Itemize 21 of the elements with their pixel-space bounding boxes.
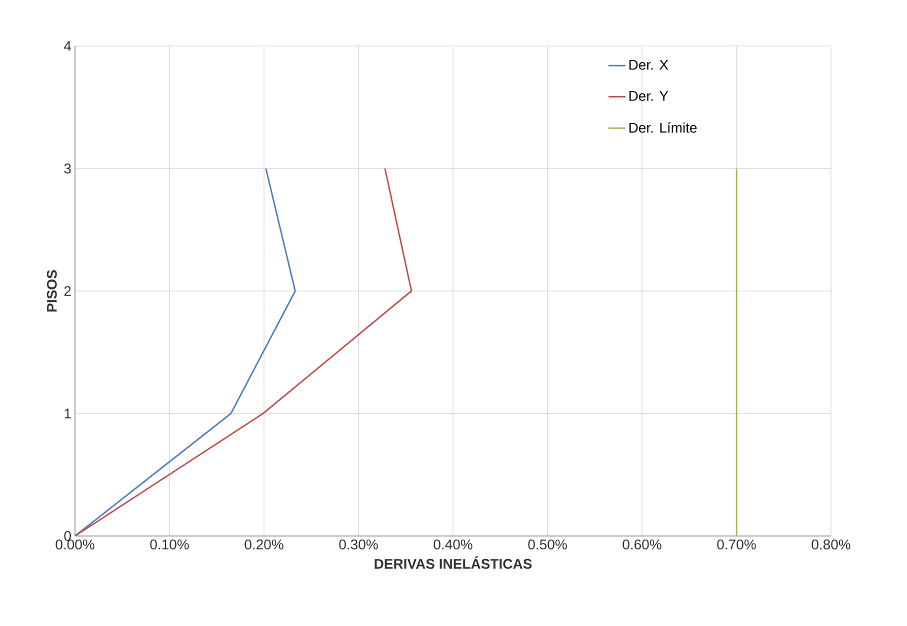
x-tick-label: 0.50%	[528, 540, 567, 550]
x-tick-label: 0.10%	[150, 540, 189, 550]
legend-label: Der. Y	[629, 91, 668, 101]
y-tick-label: 3	[64, 164, 71, 174]
x-tick-label: 0.20%	[244, 540, 284, 550]
x-tick-label: 0.60%	[622, 540, 662, 550]
x-tick-label: 0.00%	[56, 540, 94, 550]
y-tick-label: 2	[64, 286, 71, 296]
y-tick-label: 1	[64, 408, 71, 418]
x-tick-label: 0.70%	[717, 540, 756, 550]
x-axis-title: DERIVAS INELÁSTICAS	[374, 556, 532, 569]
legend-label: Der. Límite	[629, 122, 697, 133]
y-tick-label: 0	[64, 531, 71, 541]
x-tick-label: 0.80%	[812, 540, 850, 550]
x-tick-label: 0.30%	[339, 540, 378, 550]
y-axis-title: PISOS	[46, 270, 57, 312]
x-tick-label: 0.40%	[434, 540, 472, 550]
y-tick-label: 4	[64, 41, 72, 51]
line-series	[75, 168, 412, 536]
legend-label: Der. X	[629, 60, 668, 70]
line-series	[75, 168, 296, 536]
